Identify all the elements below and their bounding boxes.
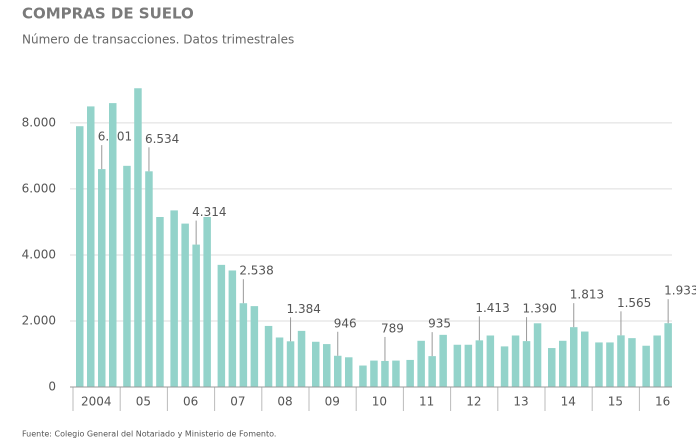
x-tick-label: 12	[466, 395, 481, 409]
x-tick-label: 09	[325, 395, 340, 409]
bar	[156, 216, 164, 387]
bar	[312, 341, 320, 387]
value-label: 935	[428, 317, 451, 331]
value-label: 1.565	[617, 296, 651, 310]
value-label: 4.314	[192, 205, 226, 219]
bar	[522, 341, 531, 387]
bar	[581, 331, 589, 387]
bar	[275, 337, 284, 387]
bar	[359, 365, 367, 387]
bar	[345, 357, 353, 387]
bar	[264, 325, 273, 387]
bar	[123, 165, 131, 387]
bar	[559, 340, 567, 387]
bar	[87, 106, 95, 387]
bar	[334, 355, 342, 387]
x-tick-label: 16	[655, 395, 670, 409]
bar	[606, 342, 614, 387]
y-tick-label: 8.000	[22, 115, 56, 129]
bar	[475, 340, 484, 387]
bar	[286, 341, 295, 387]
chart-title: COMPRAS DE SUELO	[22, 5, 194, 23]
bar	[228, 270, 237, 387]
value-label: 2.538	[239, 264, 273, 278]
x-tick-label: 05	[136, 395, 151, 409]
bar	[417, 340, 425, 387]
x-tick-label: 08	[277, 395, 292, 409]
x-tick-label: 15	[608, 395, 623, 409]
bar	[76, 126, 84, 387]
bar	[323, 344, 331, 387]
bar	[548, 348, 556, 387]
bar	[664, 323, 672, 387]
value-label: 1.384	[287, 302, 321, 316]
bar	[203, 216, 211, 387]
bar	[486, 335, 495, 387]
bar	[98, 169, 106, 387]
value-label: 1.413	[475, 301, 509, 315]
bar	[192, 244, 200, 387]
y-tick-label: 0	[48, 380, 56, 394]
bar	[617, 335, 625, 387]
bar	[500, 346, 509, 387]
x-tick-label: 2004	[81, 395, 112, 409]
x-tick-label: 10	[372, 395, 387, 409]
bar	[511, 335, 520, 387]
bar	[439, 334, 447, 387]
y-tick-label: 2.000	[22, 313, 56, 327]
bar	[595, 342, 603, 387]
bar	[406, 359, 414, 387]
x-tick-label: 07	[230, 395, 245, 409]
chart-subtitle: Número de transacciones. Datos trimestra…	[22, 33, 294, 47]
bar	[453, 344, 462, 387]
x-tick-label: 14	[561, 395, 576, 409]
bar	[533, 323, 542, 387]
value-label: 1.933	[664, 284, 696, 298]
bar	[134, 88, 142, 387]
bar	[392, 360, 400, 387]
value-label: 1.390	[523, 302, 557, 316]
bar	[239, 303, 248, 387]
bar	[628, 338, 636, 387]
bar	[297, 330, 306, 387]
x-tick-label: 11	[419, 395, 434, 409]
bar	[109, 103, 117, 387]
value-label: 946	[334, 316, 357, 330]
bar	[464, 344, 473, 387]
value-label: 789	[381, 321, 404, 335]
y-tick-label: 6.000	[22, 181, 56, 195]
x-tick-label: 06	[183, 395, 198, 409]
bar	[217, 264, 226, 387]
bar	[653, 335, 661, 387]
bar	[370, 360, 378, 387]
bar	[381, 360, 389, 387]
bar	[642, 345, 650, 387]
bar	[428, 356, 436, 387]
source: Fuente: Colegio General del Notariado y …	[22, 430, 276, 439]
bar	[570, 327, 578, 387]
y-tick-label: 4.000	[22, 247, 56, 261]
bar	[181, 223, 189, 387]
bar	[250, 306, 259, 387]
bar	[145, 171, 153, 387]
value-label: 6.534	[145, 132, 179, 146]
value-label: 1.813	[570, 288, 604, 302]
bar	[170, 210, 178, 387]
x-tick-label: 13	[513, 395, 528, 409]
